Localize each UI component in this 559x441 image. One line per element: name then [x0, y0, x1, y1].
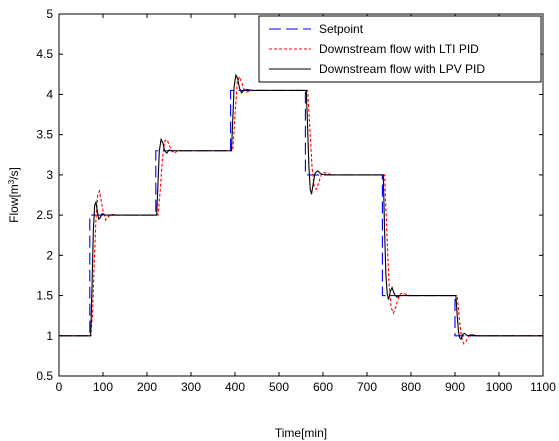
y-axis-label-part-2: /s] — [7, 167, 21, 180]
x-tick-label: 800 — [401, 380, 421, 394]
x-tick-label: 500 — [269, 380, 289, 394]
x-tick-label: 300 — [181, 380, 201, 394]
series-group — [59, 73, 543, 345]
x-tick-label: 400 — [225, 380, 245, 394]
y-tick-label: 1 — [46, 329, 53, 343]
series-line-3 — [59, 73, 543, 340]
x-tick-label: 0 — [56, 380, 63, 394]
y-axis-label-part-1: Flow[m — [7, 184, 21, 223]
x-tick-label: 900 — [445, 380, 465, 394]
x-tick-label: 700 — [357, 380, 377, 394]
y-tick-label: 2.5 — [36, 208, 53, 222]
legend-entry-1: Setpoint — [319, 22, 364, 36]
y-tick-label: 3 — [46, 168, 53, 182]
legend: Setpoint Downstream flow with LTI PID Down… — [258, 15, 542, 83]
y-tick-label: 2 — [46, 248, 53, 262]
legend-entry-3: Downstream flow with LPV PID — [319, 62, 485, 76]
x-tick-label: 1100 — [530, 380, 556, 394]
x-tick-label: 100 — [93, 380, 113, 394]
y-tick-label: 3.5 — [36, 128, 53, 142]
y-tick-label: 5 — [46, 7, 53, 21]
y-tick-label: 1.5 — [36, 289, 53, 303]
y-tick-label: 4.5 — [36, 47, 53, 61]
x-tick-label: 600 — [313, 380, 333, 394]
y-axis-label: Flow[m3/s] — [7, 167, 22, 223]
y-tick-label: 4 — [46, 87, 53, 101]
x-tick-label: 1000 — [486, 380, 513, 394]
legend-entry-2: Downstream flow with LTI PID — [319, 42, 479, 56]
legend-box — [258, 15, 542, 83]
y-tick-label: 0.5 — [36, 369, 53, 383]
ticks-group: 0 100 200 300 400 500 600 700 800 900 1000 1100 0.5 1… — [36, 7, 556, 394]
y-axis-label-superscript: 3 — [7, 179, 16, 184]
x-axis-label: Time[min] — [275, 426, 327, 440]
x-tick-label: 200 — [137, 380, 157, 394]
